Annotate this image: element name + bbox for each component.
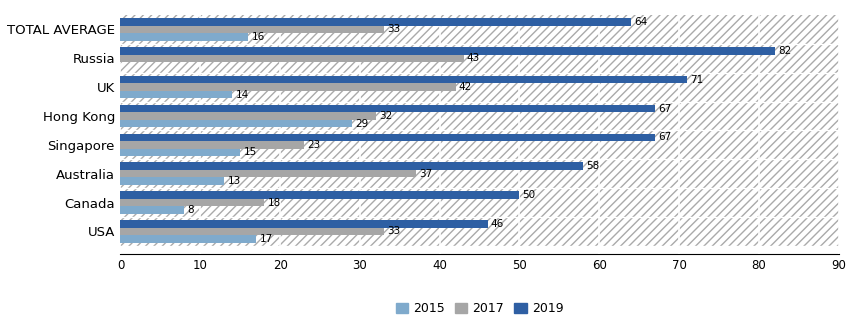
Bar xyxy=(120,26,383,33)
Text: 33: 33 xyxy=(387,226,400,236)
Bar xyxy=(120,228,383,235)
Text: 43: 43 xyxy=(466,53,480,63)
Bar xyxy=(120,91,232,98)
Bar xyxy=(120,54,463,62)
Bar xyxy=(120,83,455,91)
Bar xyxy=(120,149,240,156)
Bar xyxy=(120,33,248,41)
Text: 17: 17 xyxy=(259,234,273,244)
Text: 15: 15 xyxy=(243,147,256,157)
Text: 82: 82 xyxy=(777,46,791,56)
Bar xyxy=(120,120,352,127)
Text: 23: 23 xyxy=(307,140,320,150)
Text: 46: 46 xyxy=(490,219,504,229)
Bar xyxy=(120,141,303,149)
Legend: 2015, 2017, 2019: 2015, 2017, 2019 xyxy=(390,297,567,320)
Text: 37: 37 xyxy=(418,169,432,179)
Bar xyxy=(120,199,264,206)
Text: 67: 67 xyxy=(658,104,671,113)
Text: 33: 33 xyxy=(387,24,400,34)
Text: 32: 32 xyxy=(378,111,392,121)
Bar xyxy=(120,76,686,83)
Bar xyxy=(120,133,654,141)
Text: 8: 8 xyxy=(187,205,194,215)
Text: 64: 64 xyxy=(634,17,647,27)
Bar xyxy=(120,206,184,214)
Bar xyxy=(120,162,583,170)
Bar xyxy=(120,170,415,177)
Bar xyxy=(120,235,256,243)
Bar xyxy=(120,112,376,120)
Text: 14: 14 xyxy=(235,90,248,100)
Bar xyxy=(120,177,224,185)
Bar xyxy=(120,18,630,26)
Text: 18: 18 xyxy=(267,197,280,208)
Text: 58: 58 xyxy=(586,161,599,171)
Text: 16: 16 xyxy=(251,32,264,42)
Text: 71: 71 xyxy=(689,75,703,85)
Text: 67: 67 xyxy=(658,133,671,142)
Bar xyxy=(120,47,774,54)
Text: 42: 42 xyxy=(458,82,471,92)
Text: 50: 50 xyxy=(522,190,535,200)
Text: 13: 13 xyxy=(227,176,240,186)
Text: 29: 29 xyxy=(354,118,368,129)
Bar xyxy=(120,191,519,199)
Bar xyxy=(120,220,487,228)
Bar xyxy=(120,105,654,112)
